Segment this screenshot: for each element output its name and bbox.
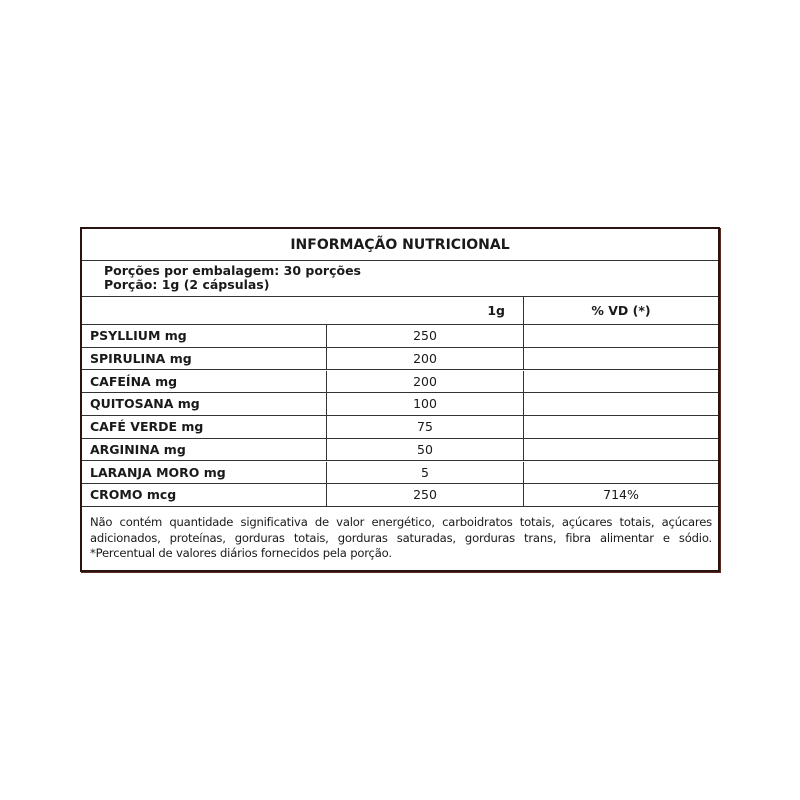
nutrient-name: ARGININA mg <box>90 441 186 457</box>
table-title: INFORMAÇÃO NUTRICIONAL <box>82 229 718 261</box>
column-header: 1g % VD (*) <box>82 297 718 325</box>
nutrient-amount: 250 <box>326 325 523 347</box>
nutrient-name: CROMO mcg <box>90 487 177 503</box>
nutrient-amount: 250 <box>326 484 523 506</box>
table-row: CAFÉ VERDE mg 75 <box>82 416 718 439</box>
nutrient-amount: 200 <box>326 370 523 393</box>
nutrient-amount: 200 <box>326 347 523 370</box>
nutrient-name: SPIRULINA mg <box>90 350 192 366</box>
table-row: ARGININA mg 50 <box>82 438 718 462</box>
nutrient-dv <box>523 370 718 393</box>
nutrient-name: LARANJA MORO mg <box>90 464 226 480</box>
dv-header: % VD (*) <box>523 297 718 324</box>
nutrient-dv <box>523 461 718 484</box>
nutrition-table: INFORMAÇÃO NUTRICIONAL Porções por embal… <box>80 227 720 572</box>
table-row: CAFEÍNA mg 200 <box>82 370 718 394</box>
nutrient-dv <box>523 416 718 438</box>
nutrient-name: PSYLLIUM mg <box>90 328 187 343</box>
nutrient-dv <box>523 325 718 347</box>
nutrient-amount: 5 <box>326 461 523 484</box>
table-row: SPIRULINA mg 200 <box>82 347 718 371</box>
footnote: Não contém quantidade significativa de v… <box>90 515 712 560</box>
serving-info: Porções por embalagem: 30 porções Porção… <box>82 261 718 297</box>
table-row: PSYLLIUM mg 250 <box>82 325 718 348</box>
nutrient-dv <box>523 438 718 461</box>
table-row: LARANJA MORO mg 5 <box>82 461 718 485</box>
nutrient-amount: 50 <box>326 438 523 461</box>
table-row: CROMO mcg 250 714% <box>82 484 718 507</box>
nutrient-name: QUITOSANA mg <box>90 396 200 412</box>
nutrient-dv <box>523 393 718 415</box>
nutrient-dv: 714% <box>523 484 718 506</box>
servings-per-package: Porções por embalagem: 30 porções <box>104 263 362 278</box>
nutrient-name: CAFEÍNA mg <box>90 373 178 389</box>
nutrient-name: CAFÉ VERDE mg <box>90 419 204 434</box>
amount-header: 1g <box>487 303 505 318</box>
serving-size: Porção: 1g (2 cápsulas) <box>104 277 270 292</box>
nutrient-amount: 100 <box>326 393 523 415</box>
nutrient-amount: 75 <box>326 416 523 438</box>
table-row: QUITOSANA mg 100 <box>82 393 718 416</box>
nutrient-dv <box>523 347 718 370</box>
